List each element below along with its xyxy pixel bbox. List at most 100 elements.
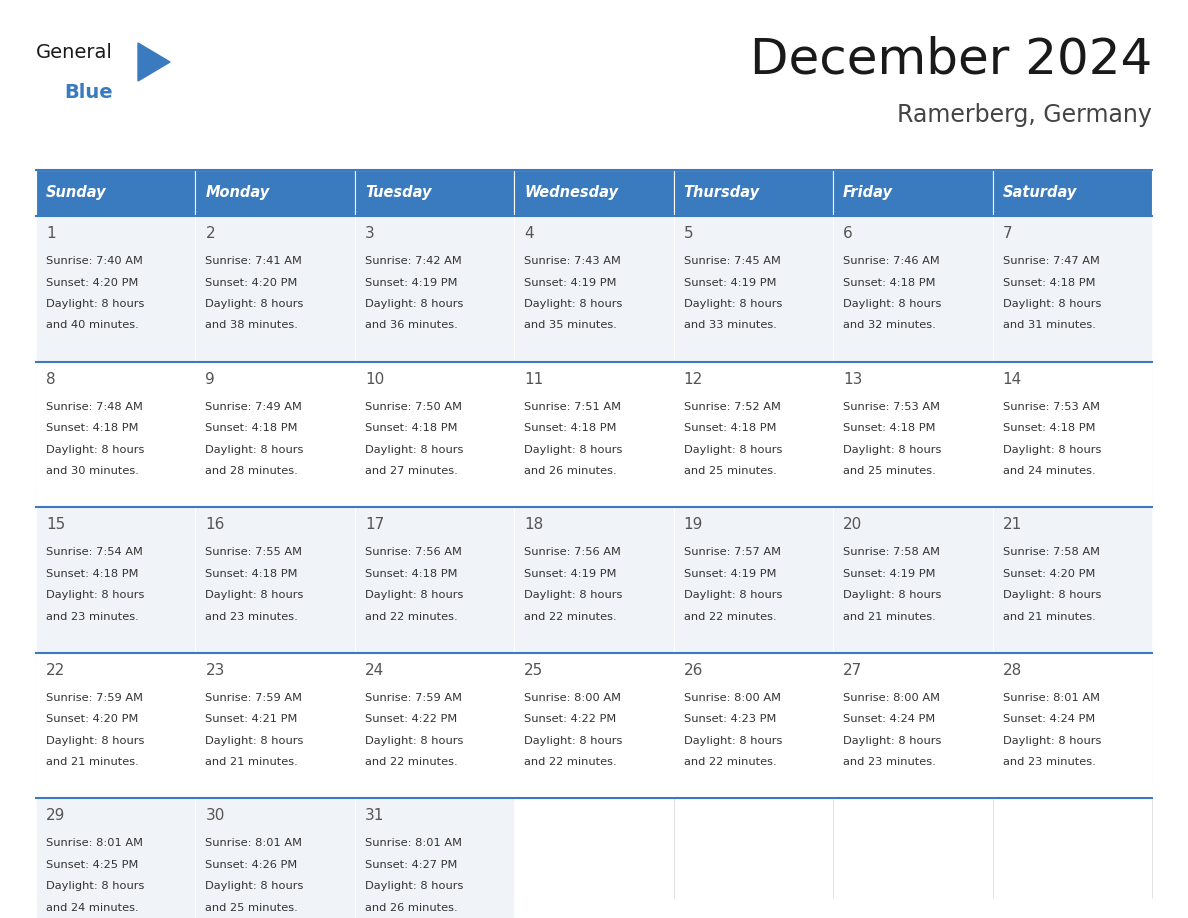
Text: and 22 minutes.: and 22 minutes.	[684, 611, 776, 621]
Bar	[514, 362, 674, 508]
Text: Sunset: 4:18 PM: Sunset: 4:18 PM	[684, 423, 776, 433]
Bar	[36, 653, 196, 799]
Text: 13: 13	[843, 372, 862, 386]
Text: Sunrise: 7:41 AM: Sunrise: 7:41 AM	[206, 256, 302, 266]
Text: Sunset: 4:18 PM: Sunset: 4:18 PM	[365, 423, 457, 433]
Text: Sunset: 4:26 PM: Sunset: 4:26 PM	[206, 860, 298, 870]
Text: 23: 23	[206, 663, 225, 677]
Text: General: General	[36, 43, 113, 62]
Text: Daylight: 8 hours: Daylight: 8 hours	[843, 590, 942, 600]
Text: and 36 minutes.: and 36 minutes.	[365, 320, 457, 330]
Text: Sunset: 4:24 PM: Sunset: 4:24 PM	[843, 714, 935, 724]
Bar	[36, 508, 196, 653]
Text: and 27 minutes.: and 27 minutes.	[365, 466, 457, 476]
Text: Sunrise: 7:59 AM: Sunrise: 7:59 AM	[46, 693, 143, 703]
Text: Daylight: 8 hours: Daylight: 8 hours	[524, 444, 623, 454]
Text: Sunrise: 7:58 AM: Sunrise: 7:58 AM	[1003, 547, 1100, 557]
Text: 25: 25	[524, 663, 544, 677]
Text: Daylight: 8 hours: Daylight: 8 hours	[843, 299, 942, 309]
Text: and 22 minutes.: and 22 minutes.	[524, 611, 617, 621]
Text: Sunrise: 7:53 AM: Sunrise: 7:53 AM	[1003, 401, 1100, 411]
Text: Sunrise: 8:01 AM: Sunrise: 8:01 AM	[46, 838, 143, 848]
Text: Daylight: 8 hours: Daylight: 8 hours	[684, 590, 782, 600]
Text: Daylight: 8 hours: Daylight: 8 hours	[365, 444, 463, 454]
Text: Sunset: 4:20 PM: Sunset: 4:20 PM	[206, 277, 298, 287]
Text: 6: 6	[843, 226, 853, 241]
Text: Daylight: 8 hours: Daylight: 8 hours	[843, 736, 942, 745]
Text: Daylight: 8 hours: Daylight: 8 hours	[1003, 299, 1101, 309]
Text: 5: 5	[684, 226, 694, 241]
Bar	[196, 653, 355, 799]
Bar	[36, 170, 196, 216]
Text: 30: 30	[206, 809, 225, 823]
Text: Sunrise: 7:58 AM: Sunrise: 7:58 AM	[843, 547, 940, 557]
Text: Daylight: 8 hours: Daylight: 8 hours	[684, 736, 782, 745]
Text: Daylight: 8 hours: Daylight: 8 hours	[843, 444, 942, 454]
Text: and 24 minutes.: and 24 minutes.	[46, 903, 139, 912]
Text: and 23 minutes.: and 23 minutes.	[843, 757, 936, 767]
Text: Daylight: 8 hours: Daylight: 8 hours	[1003, 736, 1101, 745]
Text: and 21 minutes.: and 21 minutes.	[843, 611, 936, 621]
Text: Daylight: 8 hours: Daylight: 8 hours	[524, 590, 623, 600]
Text: Sunset: 4:18 PM: Sunset: 4:18 PM	[46, 568, 139, 578]
Text: Sunrise: 7:40 AM: Sunrise: 7:40 AM	[46, 256, 143, 266]
Bar	[833, 653, 992, 799]
Text: and 40 minutes.: and 40 minutes.	[46, 320, 139, 330]
Text: Blue: Blue	[64, 83, 113, 102]
Text: Sunrise: 7:51 AM: Sunrise: 7:51 AM	[524, 401, 621, 411]
Text: Sunrise: 7:57 AM: Sunrise: 7:57 AM	[684, 547, 781, 557]
Text: 19: 19	[684, 517, 703, 532]
Text: 22: 22	[46, 663, 65, 677]
Text: and 25 minutes.: and 25 minutes.	[843, 466, 936, 476]
Text: 24: 24	[365, 663, 384, 677]
Text: Sunrise: 8:00 AM: Sunrise: 8:00 AM	[684, 693, 781, 703]
Text: Sunset: 4:18 PM: Sunset: 4:18 PM	[206, 568, 298, 578]
Text: Sunset: 4:23 PM: Sunset: 4:23 PM	[684, 714, 776, 724]
Bar	[833, 216, 992, 362]
Text: Wednesday: Wednesday	[524, 185, 618, 200]
Text: and 22 minutes.: and 22 minutes.	[365, 611, 457, 621]
Text: Sunset: 4:19 PM: Sunset: 4:19 PM	[684, 568, 776, 578]
Text: and 22 minutes.: and 22 minutes.	[684, 757, 776, 767]
Text: 18: 18	[524, 517, 544, 532]
Text: Sunrise: 8:00 AM: Sunrise: 8:00 AM	[843, 693, 940, 703]
Text: Sunrise: 8:01 AM: Sunrise: 8:01 AM	[365, 838, 462, 848]
Text: and 21 minutes.: and 21 minutes.	[1003, 611, 1095, 621]
Text: Sunset: 4:22 PM: Sunset: 4:22 PM	[365, 714, 457, 724]
Text: and 23 minutes.: and 23 minutes.	[1003, 757, 1095, 767]
Text: and 33 minutes.: and 33 minutes.	[684, 320, 777, 330]
Text: Sunrise: 7:48 AM: Sunrise: 7:48 AM	[46, 401, 143, 411]
Text: Sunrise: 7:52 AM: Sunrise: 7:52 AM	[684, 401, 781, 411]
Bar	[36, 799, 196, 918]
Text: Sunset: 4:20 PM: Sunset: 4:20 PM	[1003, 568, 1095, 578]
Text: Daylight: 8 hours: Daylight: 8 hours	[46, 299, 145, 309]
Text: Sunset: 4:21 PM: Sunset: 4:21 PM	[206, 714, 298, 724]
Text: Daylight: 8 hours: Daylight: 8 hours	[365, 736, 463, 745]
Text: Sunset: 4:20 PM: Sunset: 4:20 PM	[46, 714, 138, 724]
Text: 15: 15	[46, 517, 65, 532]
Text: and 26 minutes.: and 26 minutes.	[524, 466, 617, 476]
Text: 14: 14	[1003, 372, 1022, 386]
Text: Daylight: 8 hours: Daylight: 8 hours	[206, 736, 304, 745]
Text: 1: 1	[46, 226, 56, 241]
Text: Sunset: 4:18 PM: Sunset: 4:18 PM	[1003, 423, 1095, 433]
Text: Sunrise: 7:43 AM: Sunrise: 7:43 AM	[524, 256, 621, 266]
Bar	[992, 216, 1152, 362]
Bar	[992, 170, 1152, 216]
Text: Sunset: 4:18 PM: Sunset: 4:18 PM	[206, 423, 298, 433]
Bar	[196, 799, 355, 918]
Bar	[833, 170, 992, 216]
Text: 11: 11	[524, 372, 544, 386]
Bar	[514, 653, 674, 799]
Text: Daylight: 8 hours: Daylight: 8 hours	[206, 881, 304, 891]
Text: and 24 minutes.: and 24 minutes.	[1003, 466, 1095, 476]
Text: and 26 minutes.: and 26 minutes.	[365, 903, 457, 912]
Text: and 32 minutes.: and 32 minutes.	[843, 320, 936, 330]
Text: 29: 29	[46, 809, 65, 823]
Text: 4: 4	[524, 226, 533, 241]
Bar	[833, 362, 992, 508]
Text: Daylight: 8 hours: Daylight: 8 hours	[524, 736, 623, 745]
Bar	[196, 216, 355, 362]
Text: 16: 16	[206, 517, 225, 532]
Text: Sunset: 4:18 PM: Sunset: 4:18 PM	[365, 568, 457, 578]
